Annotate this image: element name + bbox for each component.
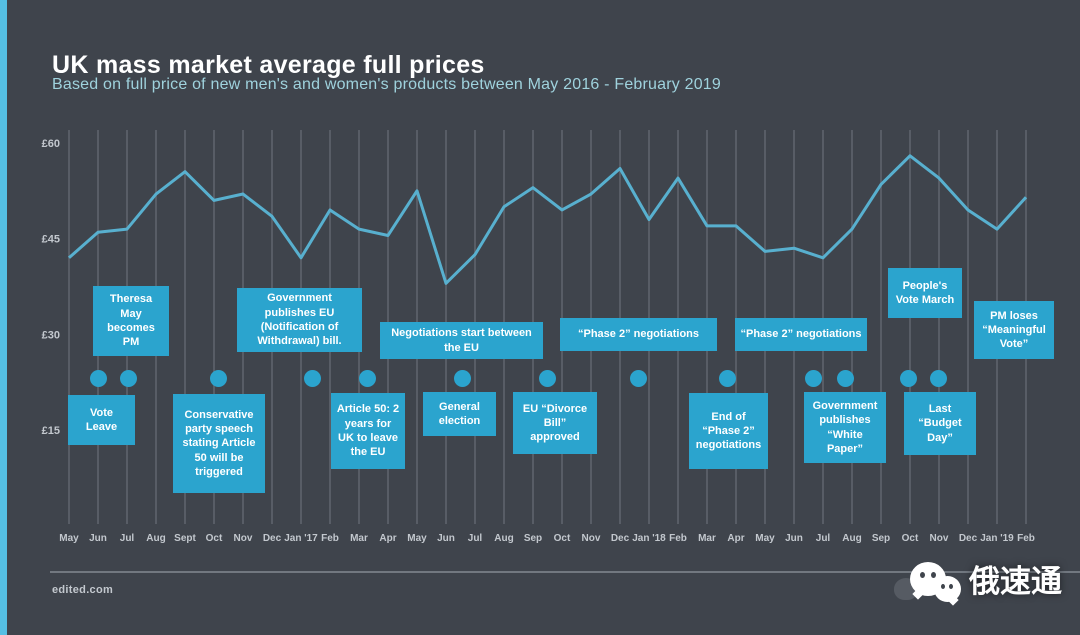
x-axis-tick-label: Oct	[206, 533, 223, 544]
event-timeline-dot	[358, 370, 376, 387]
x-axis-tick-label: Sept	[174, 533, 196, 544]
x-axis-tick-label: Apr	[379, 533, 396, 544]
event-timeline-dot	[89, 370, 107, 387]
event-annotation-below: Government publishes “White Paper”	[804, 392, 886, 463]
event-timeline-dot	[209, 370, 227, 387]
x-axis-tick-label: Jun	[785, 533, 803, 544]
event-annotation-above: Government publishes EU (Notification of…	[237, 288, 362, 352]
event-timeline-dot	[836, 370, 854, 387]
x-axis-tick-label: Jul	[120, 533, 135, 544]
event-annotation-below: End of “Phase 2” negotiations	[689, 393, 768, 469]
event-annotation-below: Vote Leave	[68, 395, 135, 445]
event-timeline-dot	[303, 370, 321, 387]
event-annotation-above: Negotiations start between the EU	[380, 322, 543, 359]
event-timeline-dot	[538, 370, 556, 387]
event-annotation-above: “Phase 2” negotiations	[560, 318, 717, 351]
event-annotation-below: Article 50: 2 years for UK to leave the …	[331, 393, 405, 469]
event-annotation-above: “Phase 2” negotiations	[735, 318, 867, 351]
x-axis-tick-label: Aug	[494, 533, 513, 544]
x-axis-tick-label: Jun	[437, 533, 455, 544]
watermark: 俄速通	[894, 560, 1062, 606]
event-annotation-above: People's Vote March	[888, 268, 962, 318]
x-axis-tick-label: Aug	[146, 533, 165, 544]
price-line-series	[68, 154, 1028, 285]
x-axis-tick-label: Jan '18	[632, 533, 666, 544]
event-timeline-dot	[629, 370, 647, 387]
x-axis-tick-label: May	[755, 533, 775, 544]
x-axis-tick-label: Jan '17	[284, 533, 318, 544]
page-subtitle: Based on full price of new men's and wom…	[52, 76, 722, 93]
x-axis-tick-label: Nov	[582, 533, 601, 544]
event-annotation-below: General election	[423, 392, 496, 436]
x-axis-tick-label: Feb	[669, 533, 687, 544]
y-axis-tick-label: £30	[42, 329, 60, 341]
x-axis-tick-label: Dec	[611, 533, 630, 544]
watermark-text: 俄速通	[969, 564, 1062, 599]
source-credit: edited.com	[52, 584, 114, 596]
x-axis-tick-label: Sep	[872, 533, 890, 544]
event-timeline-dot	[718, 370, 736, 387]
x-axis-tick-label: Aug	[842, 533, 861, 544]
event-annotation-below: EU “Divorce Bill” approved	[513, 392, 597, 454]
x-axis-tick-label: Dec	[263, 533, 282, 544]
y-axis-tick-label: £15	[42, 425, 60, 437]
y-axis-tick-label: £45	[42, 234, 60, 246]
x-axis-tick-label: Apr	[727, 533, 744, 544]
x-axis-tick-label: Mar	[698, 533, 716, 544]
event-timeline-dot	[453, 370, 471, 387]
x-axis-tick-label: Oct	[902, 533, 919, 544]
x-axis-tick-label: Feb	[1017, 533, 1035, 544]
event-annotation-above: PM loses “Meaningful Vote”	[974, 301, 1054, 359]
y-axis-tick-label: £60	[42, 138, 60, 150]
x-axis-tick-label: Nov	[234, 533, 253, 544]
page-title: UK mass market average full prices	[52, 50, 485, 79]
event-timeline-dot	[804, 370, 822, 387]
x-axis-tick-label: Feb	[321, 533, 339, 544]
x-axis-tick-label: Jan '19	[980, 533, 1014, 544]
event-timeline-dot	[119, 370, 137, 387]
x-axis-tick-label: Jul	[816, 533, 831, 544]
x-axis-tick-label: Sep	[524, 533, 542, 544]
x-axis-tick-label: May	[407, 533, 427, 544]
left-accent-strip	[0, 0, 7, 635]
x-axis-tick-label: Dec	[959, 533, 978, 544]
event-annotation-below: Conservative party speech stating Articl…	[173, 394, 265, 493]
wechat-bubble-small-icon	[934, 576, 961, 606]
x-axis-tick-label: Jun	[89, 533, 107, 544]
event-timeline-dot	[899, 370, 917, 387]
x-axis-tick-label: Nov	[930, 533, 949, 544]
event-timeline-dot	[929, 370, 947, 387]
event-annotation-above: Theresa May becomes PM	[93, 286, 169, 356]
event-annotation-below: Last “Budget Day”	[904, 392, 976, 455]
x-axis-tick-label: Jul	[468, 533, 483, 544]
x-axis-tick-label: May	[59, 533, 79, 544]
x-axis-tick-label: Mar	[350, 533, 368, 544]
x-axis-tick-label: Oct	[554, 533, 571, 544]
